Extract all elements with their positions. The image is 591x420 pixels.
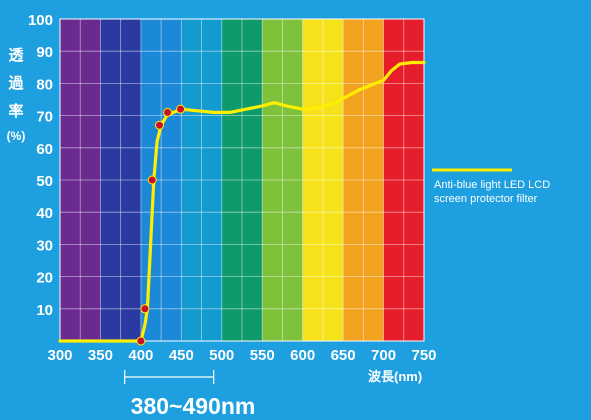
y-tick-label-20: 20 xyxy=(36,270,53,287)
x-tick-label-450: 450 xyxy=(169,347,194,364)
y-axis-label-line-3: (%) xyxy=(7,129,26,143)
data-point-2 xyxy=(147,175,157,185)
legend-label-line-2: screen protector filter xyxy=(434,193,538,205)
x-tick-label-550: 550 xyxy=(250,347,275,364)
y-tick-label-40: 40 xyxy=(36,205,53,222)
y-tick-label-100: 100 xyxy=(28,12,53,29)
x-tick-label-600: 600 xyxy=(290,347,315,364)
x-tick-label-700: 700 xyxy=(371,347,396,364)
range-bracket xyxy=(124,370,215,384)
data-point-3 xyxy=(154,120,164,130)
x-tick-label-750: 750 xyxy=(411,347,436,364)
y-axis-label-line-0: 透 xyxy=(8,47,24,64)
x-axis-label: 波長(nm) xyxy=(368,369,422,384)
data-point-5 xyxy=(176,104,186,114)
x-tick-label-300: 300 xyxy=(47,347,72,364)
x-tick-label-350: 350 xyxy=(88,347,113,364)
y-axis-label-line-2: 率 xyxy=(8,102,23,120)
marker-layer xyxy=(136,104,186,346)
legend-label-line-1: Anti-blue light LED LCD xyxy=(434,179,550,191)
data-point-1 xyxy=(140,304,150,314)
data-point-0 xyxy=(136,336,146,346)
y-axis-label: 透過率 (%) xyxy=(7,47,26,143)
y-tick-label-50: 50 xyxy=(36,173,53,190)
y-tick-label-60: 60 xyxy=(36,141,53,158)
y-tick-label-90: 90 xyxy=(36,44,53,61)
y-axis-label-line-1: 過 xyxy=(7,75,24,92)
x-tick-label-650: 650 xyxy=(331,347,356,364)
y-tick-label-10: 10 xyxy=(36,302,53,319)
y-tick-label-30: 30 xyxy=(36,237,53,254)
range-label: 380~490nm xyxy=(131,393,256,419)
grid-lines xyxy=(60,19,424,341)
x-tick-label-500: 500 xyxy=(209,347,234,364)
x-tick-labels: 300 350 400 450 500 550 600 650 700 750 xyxy=(47,347,436,364)
legend: Anti-blue light LED LCD screen protector… xyxy=(432,168,550,205)
data-point-4 xyxy=(163,107,173,117)
y-tick-label-70: 70 xyxy=(36,109,53,126)
y-tick-labels: 10 20 30 40 50 60 70 80 90 100 xyxy=(28,12,53,319)
x-tick-label-400: 400 xyxy=(128,347,153,364)
y-tick-label-80: 80 xyxy=(36,76,53,93)
